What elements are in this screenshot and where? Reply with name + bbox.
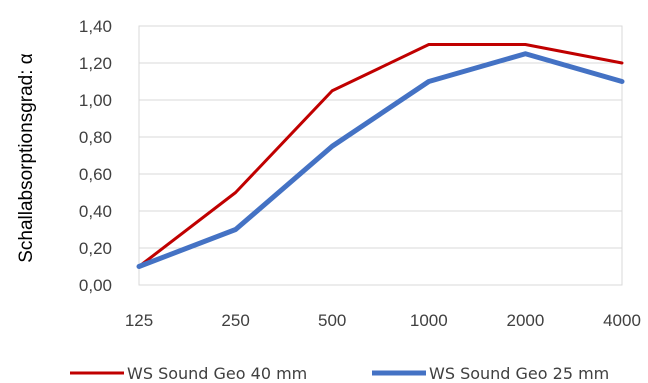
x-tick-label: 4000: [603, 311, 641, 330]
legend-label: WS Sound Geo 25 mm: [429, 364, 609, 383]
legend: WS Sound Geo 40 mm WS Sound Geo 25 mm: [70, 364, 609, 383]
y-tick-labels: 0,00 0,20 0,40 0,60 0,80 1,00 1,20 1,40: [79, 17, 112, 295]
x-tick-label: 2000: [506, 311, 544, 330]
x-tick-labels: 125 250 500 1000 2000 4000: [125, 311, 641, 330]
y-tick-label: 1,00: [79, 91, 112, 110]
y-axis-title: Schallabsorptionsgrad: α: [16, 53, 37, 263]
y-tick-label: 0,20: [79, 239, 112, 258]
x-tick-label: 500: [318, 311, 346, 330]
x-tick-label: 1000: [410, 311, 448, 330]
y-tick-label: 0,80: [79, 128, 112, 147]
series-group: [136, 43, 625, 269]
y-tick-label: 1,40: [79, 17, 112, 36]
x-tick-label: 125: [125, 311, 153, 330]
gridlines: [139, 25, 622, 286]
y-tick-label: 1,20: [79, 54, 112, 73]
series-line-1: [137, 43, 624, 268]
y-tick-label: 0,60: [79, 165, 112, 184]
x-tick-label: 250: [221, 311, 249, 330]
plot-area: [136, 25, 625, 286]
y-tick-label: 0,40: [79, 202, 112, 221]
legend-label: WS Sound Geo 40 mm: [127, 364, 307, 383]
series-line-2: [136, 51, 625, 269]
plot-frame: [138, 25, 623, 286]
y-tick-label: 0,00: [79, 276, 112, 295]
